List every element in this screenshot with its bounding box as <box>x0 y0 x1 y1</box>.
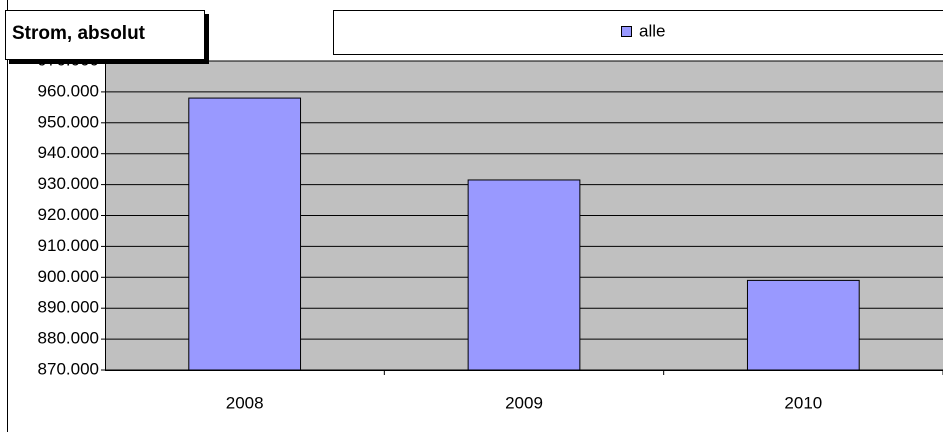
y-tick-label: 920.000 <box>38 205 99 224</box>
bar <box>467 179 581 371</box>
x-tick-label: 2010 <box>784 393 822 412</box>
chart-title: Strom, absolut <box>12 23 146 44</box>
y-tick-label: 910.000 <box>38 236 99 255</box>
y-tick-label: 940.000 <box>38 143 99 162</box>
y-tick-label: 930.000 <box>38 174 99 193</box>
x-tick-label: 2008 <box>226 393 264 412</box>
legend-box <box>333 10 943 55</box>
y-tick-label: 870.000 <box>38 359 99 378</box>
bar <box>746 279 860 371</box>
legend-label: alle <box>639 21 665 40</box>
y-tick-label: 880.000 <box>38 329 99 348</box>
legend-swatch <box>621 26 632 37</box>
y-tick-label: 950.000 <box>38 112 99 131</box>
y-tick-label: 900.000 <box>38 267 99 286</box>
plot-area: 870.000 880.000 890.000 900.000 910.000 920.0… <box>38 50 943 412</box>
bar <box>188 97 302 371</box>
x-tick-label: 2009 <box>505 393 543 412</box>
title-box <box>5 10 205 60</box>
y-tick-label: 890.000 <box>38 298 99 317</box>
y-tick-label: 960.000 <box>38 81 99 100</box>
